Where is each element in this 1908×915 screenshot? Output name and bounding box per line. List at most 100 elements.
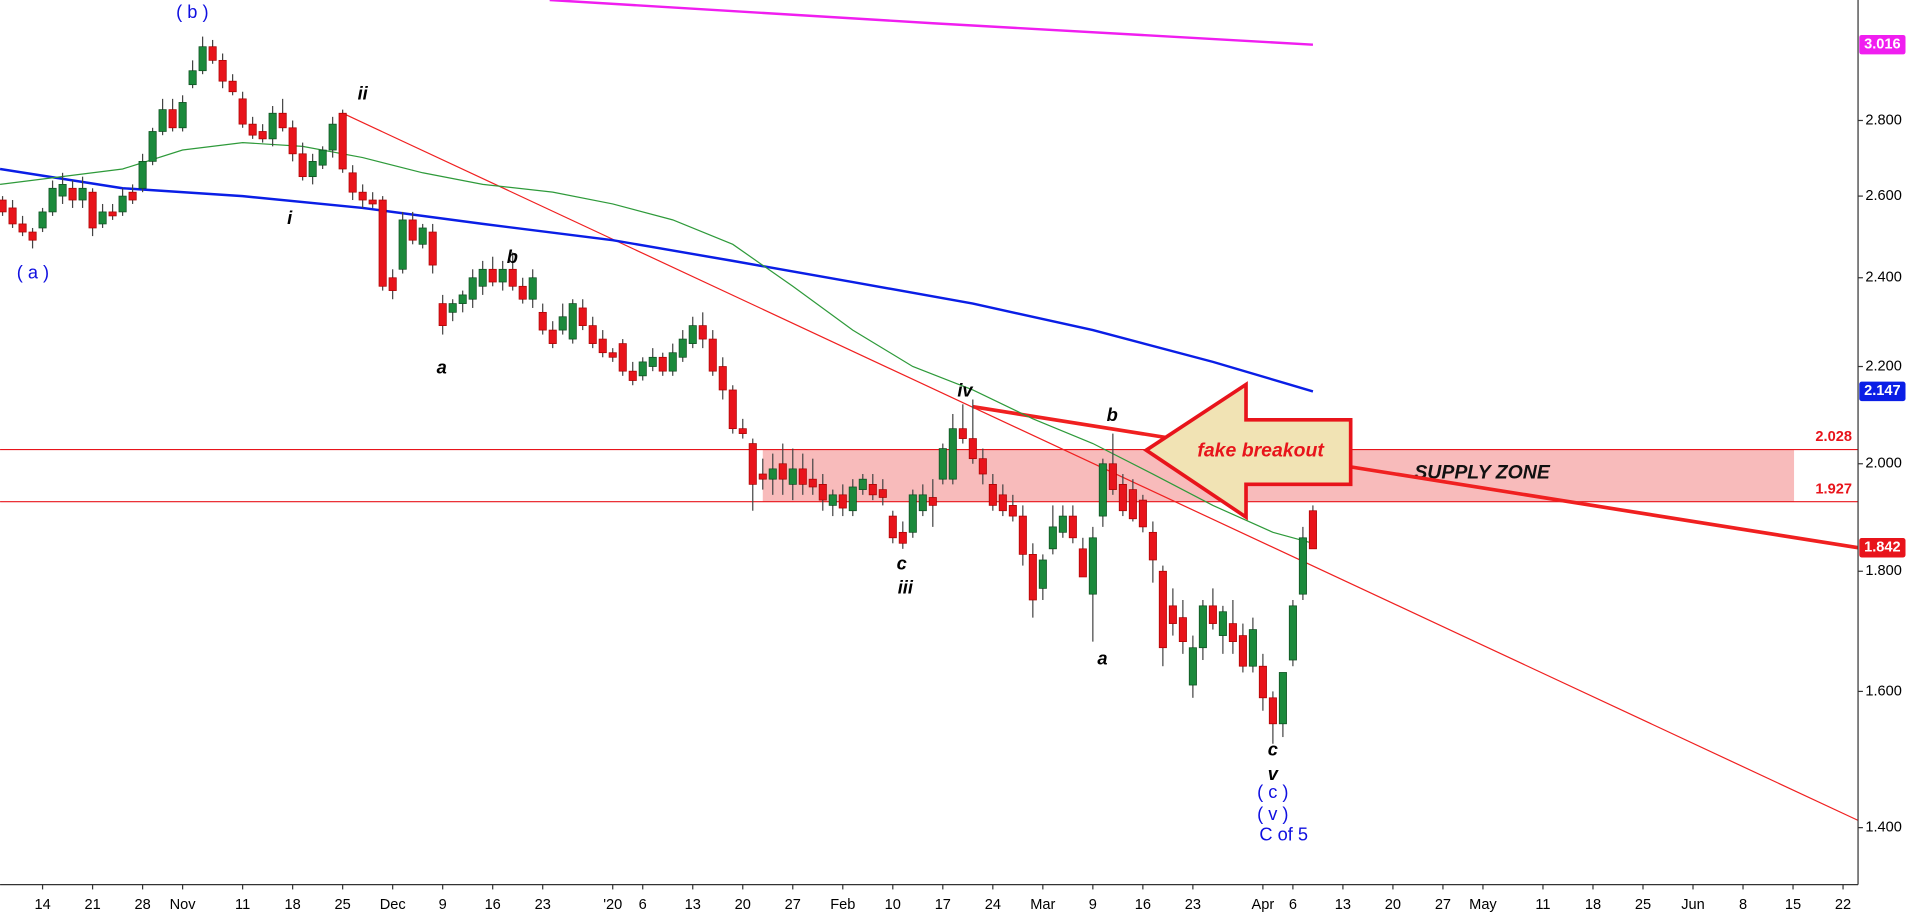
candle-body bbox=[68, 187, 77, 201]
candle-body bbox=[488, 268, 497, 283]
candle-body bbox=[1048, 526, 1057, 550]
x-tick-label: 27 bbox=[785, 897, 801, 913]
candle-body bbox=[188, 70, 197, 86]
candle-body bbox=[648, 356, 657, 367]
x-tick-label: May bbox=[1469, 897, 1497, 913]
candle-body bbox=[48, 187, 57, 213]
candle-body bbox=[718, 366, 727, 391]
level-label: 1.927 bbox=[1815, 481, 1852, 497]
y-tick-label: 2.200 bbox=[1865, 358, 1902, 374]
candle-body bbox=[578, 307, 587, 326]
x-tick-label: Jun bbox=[1681, 897, 1705, 913]
x-tick-label: 11 bbox=[1535, 897, 1550, 913]
candle-body bbox=[868, 484, 877, 496]
candle-body bbox=[878, 489, 887, 498]
candle-body bbox=[1158, 570, 1167, 649]
candle-body bbox=[798, 468, 807, 485]
candle-body bbox=[1188, 647, 1197, 686]
y-tick-label: 2.400 bbox=[1865, 270, 1902, 286]
candle-body bbox=[78, 187, 87, 201]
candle-body bbox=[148, 131, 157, 162]
candle-body bbox=[748, 443, 757, 485]
candle-body bbox=[1308, 510, 1317, 550]
candle-body bbox=[228, 80, 237, 93]
x-tick-label: 16 bbox=[1135, 897, 1151, 913]
candle-body bbox=[1168, 605, 1177, 624]
candle-body bbox=[758, 473, 767, 480]
candle-body bbox=[918, 494, 927, 512]
candle-body bbox=[898, 531, 907, 544]
candle-body bbox=[1198, 605, 1207, 649]
candle-body bbox=[248, 123, 257, 136]
candle-body bbox=[1108, 463, 1117, 490]
candle-body bbox=[908, 494, 917, 533]
candle-body bbox=[388, 277, 397, 291]
candle-body bbox=[0, 199, 7, 213]
trend-line bbox=[972, 404, 1859, 550]
x-tick-label: 28 bbox=[134, 897, 150, 913]
candle-body bbox=[1088, 537, 1097, 595]
candle-body bbox=[728, 389, 737, 430]
candle-body bbox=[808, 478, 817, 488]
candle-body bbox=[218, 59, 227, 82]
zone-label: SUPPLY ZONE bbox=[1414, 461, 1551, 483]
x-tick-label: 15 bbox=[1785, 897, 1801, 913]
candle-body bbox=[1128, 489, 1137, 520]
candle-body bbox=[688, 325, 697, 344]
candle-body bbox=[18, 223, 27, 233]
candle-body bbox=[208, 46, 217, 61]
x-tick-label: Mar bbox=[1030, 897, 1055, 913]
candle-body bbox=[1078, 548, 1087, 578]
candle-body bbox=[618, 343, 627, 372]
x-tick-label: 10 bbox=[885, 897, 901, 913]
price-tag bbox=[1859, 34, 1906, 55]
wave-label: a bbox=[437, 357, 447, 378]
candle-body bbox=[628, 370, 637, 381]
y-tick-label: 2.800 bbox=[1865, 112, 1902, 128]
x-tick-label: 8 bbox=[1739, 897, 1747, 913]
candle-body bbox=[1058, 515, 1067, 533]
candle-body bbox=[478, 268, 487, 287]
x-tick-label: 13 bbox=[1335, 897, 1351, 913]
candle-body bbox=[1138, 499, 1147, 528]
candle-body bbox=[1298, 537, 1307, 595]
candle-body bbox=[268, 112, 277, 140]
candle-body bbox=[118, 195, 127, 213]
wave-label: i bbox=[287, 207, 293, 228]
candle-body bbox=[828, 494, 837, 506]
candle-body bbox=[1178, 617, 1187, 642]
candle-body bbox=[538, 311, 547, 331]
x-tick-label: '20 bbox=[603, 897, 622, 913]
candle-body bbox=[168, 109, 177, 129]
y-tick-label: 1.400 bbox=[1865, 819, 1902, 835]
x-tick-label: 9 bbox=[1089, 897, 1097, 913]
candle-body bbox=[338, 112, 347, 170]
x-tick-label: 11 bbox=[235, 897, 250, 913]
price-tag-label: 3.016 bbox=[1864, 37, 1901, 53]
candle-body bbox=[1248, 629, 1257, 667]
candle-body bbox=[988, 484, 997, 506]
candle-body bbox=[198, 46, 207, 72]
candle-body bbox=[938, 448, 947, 480]
candle-body bbox=[708, 338, 717, 372]
candle-body bbox=[88, 191, 97, 229]
candle-body bbox=[548, 329, 557, 344]
x-tick-label: 20 bbox=[1385, 897, 1401, 913]
x-tick-label: Apr bbox=[1252, 897, 1275, 913]
x-tick-label: 23 bbox=[1185, 897, 1201, 913]
candle-body bbox=[468, 277, 477, 300]
candle-body bbox=[438, 303, 447, 326]
candle-body bbox=[358, 191, 367, 201]
candle-body bbox=[588, 325, 597, 344]
candle-body bbox=[378, 199, 387, 287]
price-tag bbox=[1859, 381, 1906, 402]
candle-body bbox=[818, 484, 827, 501]
candle-body bbox=[108, 211, 117, 217]
wave-label: ( b ) bbox=[176, 1, 208, 22]
wave-label: b bbox=[507, 246, 518, 267]
x-tick-label: Dec bbox=[380, 897, 406, 913]
candle-body bbox=[318, 149, 327, 166]
candle-body bbox=[1278, 672, 1287, 725]
